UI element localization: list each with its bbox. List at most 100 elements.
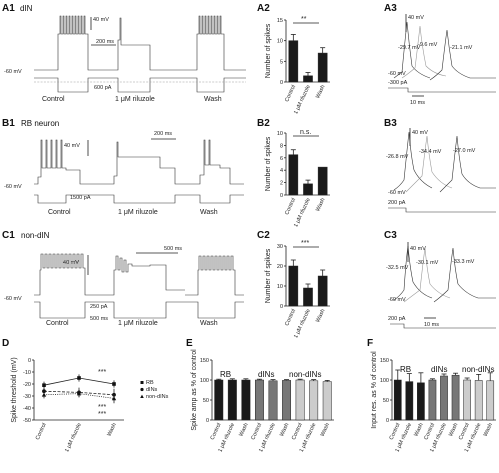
bar-E <box>268 380 278 421</box>
vth1-c3: -32.5 mV <box>386 265 409 271</box>
y-tick-label-B2: 0 <box>280 193 283 199</box>
y-axis-label-C2: Number of spikes <box>265 248 272 303</box>
legend-label-d: RB <box>146 380 154 386</box>
vth2-c3: -30.1 mV <box>416 260 439 266</box>
vth2-b3: -34.4 mV <box>419 149 442 155</box>
bar-E <box>309 380 319 421</box>
scale-v-b3: 40 mV <box>412 130 428 136</box>
bar-F <box>393 379 402 421</box>
cond-b1-wash: Wash <box>200 209 218 216</box>
panel-label-d: D <box>2 338 9 349</box>
x-tick-label-B2: Control <box>284 197 297 216</box>
x-tick-label-F: Wash <box>413 422 424 437</box>
x-tick-label-C2: Wash <box>315 308 326 323</box>
y-tick-label-F: 150 <box>380 358 389 364</box>
bar-F <box>474 380 483 421</box>
bar-B2 <box>317 166 328 196</box>
cond-c1-wash: Wash <box>200 320 218 327</box>
cond-c1-riluzole: 1 μM riluzole <box>118 320 158 327</box>
trace-c1 <box>34 253 244 319</box>
sig1-d: *** <box>98 369 106 376</box>
y-tick-label-B2: 8 <box>280 143 283 149</box>
y-tick-label-D: -20 <box>23 382 31 388</box>
legend-label-d: dINs <box>146 387 158 393</box>
panel-title-b1: RB neuron <box>21 119 59 128</box>
baseline-b3: -60 mV <box>388 190 406 196</box>
scale-t-b1: 200 ms <box>154 131 172 137</box>
baseline-b1: -60 mV <box>4 184 22 190</box>
group-e-nondins: non-dINs <box>289 370 321 379</box>
current-step-b3 <box>388 207 496 213</box>
current-b3: 200 pA <box>388 200 406 206</box>
sig2-d: *** <box>98 404 106 411</box>
point-d <box>112 382 116 386</box>
y-tick-label-F: 50 <box>383 398 389 404</box>
x-tick-label-A2: Wash <box>315 84 326 99</box>
bar-C2 <box>288 265 299 307</box>
bar-E <box>227 379 237 421</box>
legend-marker-d <box>140 394 144 398</box>
y-tick-label-A2: 15 <box>277 18 283 24</box>
series-line-d <box>43 393 115 399</box>
x-tick-label-B2: Wash <box>315 197 326 212</box>
group-e-dins: dINs <box>258 370 274 379</box>
y-tick-label-D: -40 <box>23 406 31 412</box>
bar-E <box>214 379 224 421</box>
y-tick-label-E: 100 <box>200 378 209 384</box>
panel-label-f: F <box>367 338 373 349</box>
y-tick-label-B2: 2 <box>280 181 283 187</box>
bar-A2 <box>303 75 313 83</box>
trace-a1 <box>34 15 246 93</box>
legend-marker-d <box>140 381 144 384</box>
y-axis-label-A2: Number of spikes <box>265 23 272 78</box>
group-f-rb: RB <box>400 365 411 374</box>
vth3-a3: -21.1 mV <box>450 45 473 51</box>
bar-F <box>451 374 460 421</box>
scale-v-c3: 40 mV <box>410 246 426 252</box>
current-step-a3 <box>388 87 496 93</box>
legend-marker-d <box>140 387 144 392</box>
bar-F <box>440 375 448 421</box>
trace-b3 <box>393 131 496 193</box>
bar-E <box>295 379 305 421</box>
panel-label-b3: B3 <box>384 118 397 129</box>
sig-a2: ** <box>301 16 307 23</box>
bar-C2 <box>303 287 313 307</box>
y-axis-label-E: Spike amp as % of control <box>191 349 198 431</box>
bar-B2 <box>288 154 299 196</box>
y-tick-label-E: 150 <box>200 358 209 364</box>
bar-F <box>417 382 425 421</box>
bar-A2 <box>317 52 328 83</box>
y-tick-label-C2: 30 <box>277 244 283 250</box>
baseline-a1: -60 mV <box>4 69 22 75</box>
bar-F <box>428 379 437 421</box>
y-tick-label-B2: 10 <box>277 131 283 137</box>
x-tick-label-E: Control <box>291 422 304 441</box>
bar-B2 <box>303 183 313 196</box>
cond-a1-riluzole: 1 μM riluzole <box>115 96 155 103</box>
point-d <box>41 392 47 397</box>
group-e-rb: RB <box>220 370 231 379</box>
y-tick-label-E: 0 <box>206 418 209 424</box>
y-tick-label-D: -50 <box>23 418 31 424</box>
y-tick-label-A2: 10 <box>277 39 283 45</box>
y-tick-label-A2: 0 <box>280 80 283 86</box>
bar-F <box>486 380 495 421</box>
legend-label-d: non-dINs <box>146 394 169 400</box>
trace-c3 <box>393 245 496 303</box>
trace-a3 <box>393 21 496 81</box>
baseline-c3: -60 mV <box>388 297 406 303</box>
scale-v-b1: 40 mV <box>64 143 80 149</box>
vth3-c3: -33.3 mV <box>452 259 475 265</box>
panel-label-c3: C3 <box>384 230 397 241</box>
panel-label-e: E <box>186 338 193 349</box>
point-d <box>76 391 82 396</box>
y-tick-label-C2: 0 <box>280 304 283 310</box>
point-d <box>111 396 117 401</box>
vth2-a3: -9.6 mV <box>418 42 438 48</box>
